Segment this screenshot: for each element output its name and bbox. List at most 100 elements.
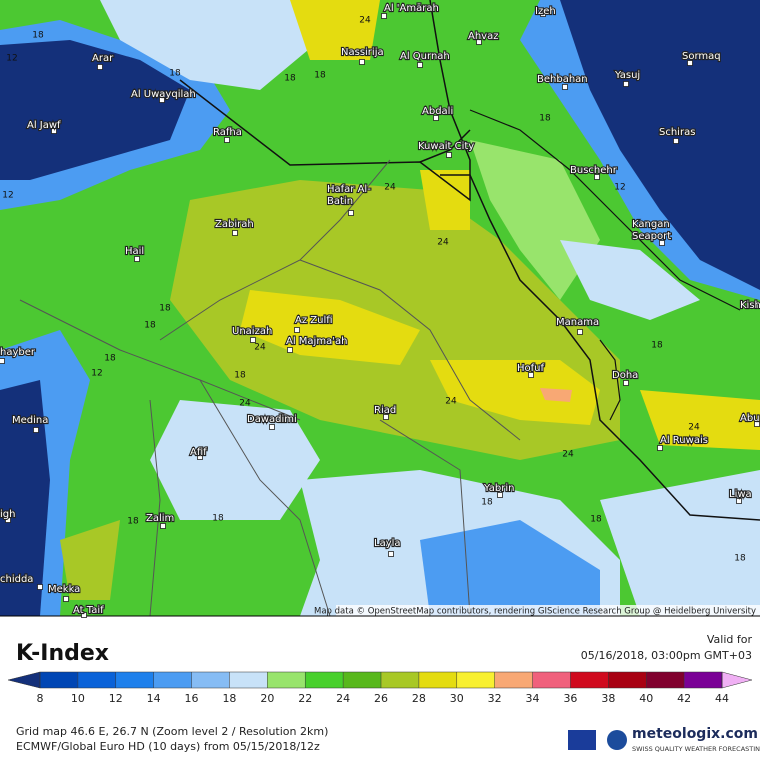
legend-tick-label: 10	[71, 692, 85, 705]
legend-tick-label: 16	[185, 692, 199, 705]
eu-flag	[568, 730, 596, 750]
place-marker	[63, 596, 69, 602]
legend-segment	[40, 672, 78, 688]
place-label: Unaizah	[232, 326, 272, 337]
field	[0, 0, 760, 616]
legend-tick-label: 28	[412, 692, 426, 705]
legend-tick-label: 36	[563, 692, 577, 705]
contour-label: 24	[437, 238, 449, 248]
legend-tick-label: 24	[336, 692, 350, 705]
legend-tick-label: 12	[109, 692, 123, 705]
legend-segment	[191, 672, 230, 688]
place-marker	[197, 454, 203, 460]
place-marker	[5, 517, 11, 523]
legend-segment	[418, 672, 457, 688]
valid-label: Valid for	[707, 633, 753, 646]
place-label: Izeh	[535, 6, 556, 17]
legend-segment	[684, 672, 722, 688]
place-marker	[446, 152, 452, 158]
contour-label: 12	[614, 183, 625, 193]
contour-label: 18	[734, 554, 746, 564]
place-label: Kangan	[632, 219, 670, 230]
contour-label: 24	[562, 450, 574, 460]
contour-label: 18	[144, 321, 156, 331]
legend-segment	[456, 672, 495, 688]
place-label: Liwa	[729, 489, 752, 500]
place-label: igh	[0, 509, 15, 520]
legend-segment	[229, 672, 268, 688]
place-marker	[383, 414, 389, 420]
contour-label: 18	[104, 354, 116, 364]
grid-info: Grid map 46.6 E, 26.7 N (Zoom level 2 / …	[16, 725, 328, 738]
place-label: Al 'Amārah	[384, 3, 439, 14]
contour-label: 18	[212, 514, 224, 524]
legend-segment	[608, 672, 647, 688]
place-labels: Al 'Amārah Izeh Nassirija Al Qurnah Ahvaz Ara…	[0, 2, 760, 618]
contour-label: 18	[127, 517, 139, 527]
legend-tick-label: 26	[374, 692, 388, 705]
place-label: Manama	[556, 317, 599, 328]
place-marker	[232, 230, 238, 236]
legend-tick-label: 44	[715, 692, 729, 705]
legend-tick-label: 38	[601, 692, 615, 705]
place-marker	[359, 59, 365, 65]
contour-label: 12	[91, 369, 102, 379]
place-label: chidda	[0, 574, 33, 585]
place-label: Al Jawf	[27, 120, 61, 131]
model-info: ECMWF/Global Euro HD (10 days) from 05/1…	[16, 740, 320, 753]
legend-segment	[570, 672, 609, 688]
legend-segment	[267, 672, 306, 688]
legend-tick-label: 40	[639, 692, 653, 705]
place-label: At Taif	[73, 605, 104, 616]
place-marker	[577, 329, 583, 335]
legend-tick-label: 20	[260, 692, 274, 705]
place-marker	[81, 612, 87, 618]
place-marker	[159, 97, 165, 103]
place-label: Arar	[92, 53, 114, 64]
place-label: Al Ruwais	[660, 435, 708, 446]
legend-arrow-low	[7, 671, 41, 689]
contour-label: 18	[481, 498, 493, 508]
place-label: Al Uwayqilah	[131, 89, 196, 100]
place-marker	[623, 81, 629, 87]
place-label: Batin	[327, 196, 353, 207]
place-marker	[540, 11, 546, 17]
contour-label: 24	[445, 397, 457, 407]
place-marker	[417, 62, 423, 68]
place-label: Yabrin	[483, 483, 514, 494]
contour-label: 12	[6, 54, 17, 64]
attribution: Map data © OpenStreetMap contributors, r…	[314, 607, 756, 617]
place-label: Seaport	[632, 231, 671, 242]
place-label: Schiras	[659, 127, 695, 138]
place-marker	[0, 358, 5, 364]
color-bar: 8 10 12 14 16 18 20 22 24 26 28 30 32 34 36 38 40 42 44	[7, 671, 753, 705]
brand-logo	[607, 730, 627, 750]
place-label: Medina	[12, 415, 48, 426]
legend-tick-label: 32	[488, 692, 502, 705]
legend-tick-label: 22	[298, 692, 312, 705]
contour-label: 24	[254, 343, 266, 353]
contour-label: 18	[234, 371, 246, 381]
place-label: Buschehr	[570, 165, 618, 176]
place-label: Behbahan	[537, 74, 588, 85]
valid-time: 05/16/2018, 03:00pm GMT+03	[581, 649, 752, 662]
place-marker	[33, 427, 39, 433]
contour-label: 18	[539, 114, 551, 124]
legend-segment	[532, 672, 571, 688]
legend-arrow-high	[721, 671, 753, 689]
map	[0, 0, 760, 617]
contour-label: 18	[32, 31, 44, 41]
place-label: Sormaq	[682, 51, 721, 62]
contour-label: 24	[688, 423, 700, 433]
place-label: hayber	[0, 347, 36, 358]
place-label: Al Majma'ah	[286, 336, 347, 347]
legend-segment	[77, 672, 116, 688]
place-marker	[134, 256, 140, 262]
place-label: Doha	[612, 370, 638, 381]
legend-tick-label: 34	[526, 692, 540, 705]
place-label: Az Zulfi	[295, 315, 333, 326]
place-marker	[160, 523, 166, 529]
attribution-bg	[336, 605, 760, 616]
